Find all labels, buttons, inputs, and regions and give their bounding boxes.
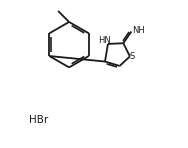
Text: HN: HN (98, 36, 111, 45)
Text: S: S (130, 52, 135, 61)
Text: HBr: HBr (29, 115, 48, 125)
Text: NH: NH (132, 25, 145, 34)
